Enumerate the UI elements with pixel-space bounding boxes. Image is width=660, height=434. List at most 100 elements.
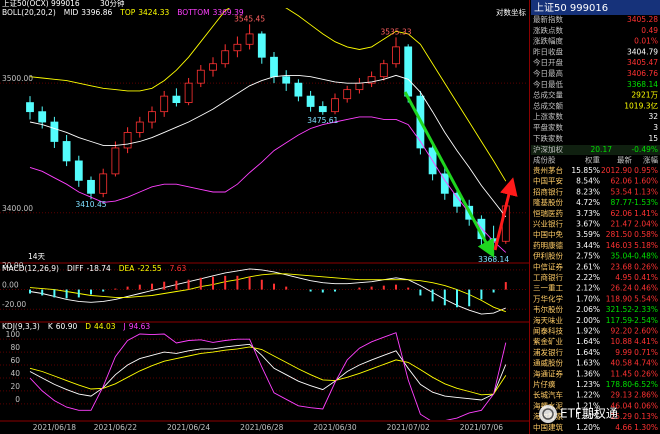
stock-name[interactable]: 浦发银行 [533,347,563,357]
candle-body [111,147,120,175]
stock-name[interactable]: 紫金矿业 [533,336,563,346]
stock-name[interactable]: 招商银行 [533,186,563,196]
stock-cell: 281.50 [606,230,632,239]
index-change: -0.49% [631,145,658,154]
legend-name: DIFF [67,264,84,273]
legend-name: MID [64,8,79,17]
price-annotation: 3535.33 [380,27,411,36]
stock-cell: 2.22% [576,273,600,282]
stock-cell: 62.06 [611,209,633,218]
candle-body [62,141,71,162]
stock-cell: -2.33% [631,305,658,314]
stock-cell: 1.30% [634,423,658,432]
candle-body [135,121,144,133]
stock-cell: -2.54% [631,316,658,325]
column-header: 涨幅 [643,155,658,165]
stock-name[interactable]: 工商银行 [533,272,563,282]
stock-cell: 0.41% [634,273,658,282]
stock-name[interactable]: 中国平安 [533,176,563,186]
stock-cell: 87.77 [611,198,633,207]
stock-name[interactable]: 通威股份 [533,358,563,368]
watermark: ETF期权通 [539,405,618,423]
stock-cell: 0.26% [634,262,658,271]
stock-name[interactable]: 药明康德 [533,240,563,250]
x-tick-label: 2021/06/28 [240,423,283,432]
stock-name[interactable]: 贵州茅台 [533,165,563,175]
x-tick-label: 2021/06/24 [167,423,210,432]
stock-name[interactable]: 海天味业 [533,315,563,325]
stock-name[interactable]: 海通证券 [533,368,563,378]
quote-value: 0.01% [634,37,658,46]
stock-name[interactable]: 万华化学 [533,293,563,303]
stock-name[interactable]: 长城汽车 [533,390,563,400]
stock-cell: 0.95% [634,166,658,175]
stock-cell: 4.95 [615,273,632,282]
candle-body [306,95,315,107]
y-tick-label: 20.00 [2,261,24,270]
stock-name[interactable]: 兴业银行 [533,219,563,229]
scale-note: 对数坐标 [496,7,526,17]
stock-cell: -0.48% [631,252,658,261]
x-tick-label: 2021/07/02 [387,423,430,432]
candle-body [172,95,181,104]
stock-name[interactable]: 片仔癀 [533,379,556,389]
stock-cell: 5.18% [634,241,658,250]
stock-name[interactable]: 韦尔股份 [533,304,563,314]
quote-value: 3 [653,123,658,132]
legend-name: D [85,322,91,331]
period-note: 14天 [28,252,46,261]
stock-cell: 35.04 [611,252,633,261]
stock-cell: 25.29 [611,412,633,421]
indicator-line [29,343,507,401]
quote-label: 今日最高 [533,68,563,78]
stock-name[interactable]: 三一重工 [533,284,563,293]
legend-value: -22.55 [137,264,161,273]
candle-body [440,173,449,194]
stock-cell: 2.06% [576,305,600,314]
stock-name[interactable]: 中国建筑 [533,422,563,432]
price-annotation: 3368.14 [478,255,509,264]
candle-body [160,95,169,113]
candle-body [392,46,400,65]
legend-value: 60.90 [56,322,78,331]
y-tick-label: 60 [10,356,20,365]
candle-body [294,82,303,97]
stock-cell: 26.24 [611,284,633,293]
quote-label: 涨跌点数 [533,25,563,35]
stock-cell: 0.71% [634,348,658,357]
candle-body [245,33,254,45]
stock-name[interactable]: 恒瑞医药 [533,208,563,218]
y-tick-label: 40 [10,369,20,378]
stock-name[interactable]: 中信证券 [533,261,563,271]
stock-cell: 1.63% [576,359,600,368]
quote-label: 最新指数 [533,14,563,24]
column-header: 成份股 [533,155,556,165]
candle-body [233,43,242,52]
stock-name[interactable]: 隆基股份 [533,197,563,207]
stock-name[interactable]: 闻泰科技 [533,326,563,336]
period-label[interactable]: 30分钟 [100,0,125,8]
stock-cell: 1.36% [576,369,600,378]
price-annotation: 3545.45 [234,14,265,23]
quote-value: 1019.3亿 [624,100,658,110]
indicator-line [29,116,507,253]
column-header: 权重 [585,155,600,165]
stock-cell: 3.67% [576,220,600,229]
y-tick-label: 100 [6,330,21,339]
legend-value: -18.74 [87,264,111,273]
stock-cell: 1.60% [634,177,658,186]
trend-arrow [403,91,495,258]
y-tick-label: 3500.00 [2,74,33,83]
candle-body [50,121,59,142]
stock-cell: 0.58% [634,230,658,239]
stock-name[interactable]: 伊利股份 [533,251,563,261]
stock-cell: 1.13% [634,187,658,196]
stock-cell: 62.06 [611,177,633,186]
quote-value: 0.49 [641,26,658,35]
stock-name[interactable]: 中国中免 [533,229,563,239]
stock-cell: 2.04% [634,220,658,229]
candle-body [379,63,388,78]
stock-cell: 118.90 [606,294,632,303]
